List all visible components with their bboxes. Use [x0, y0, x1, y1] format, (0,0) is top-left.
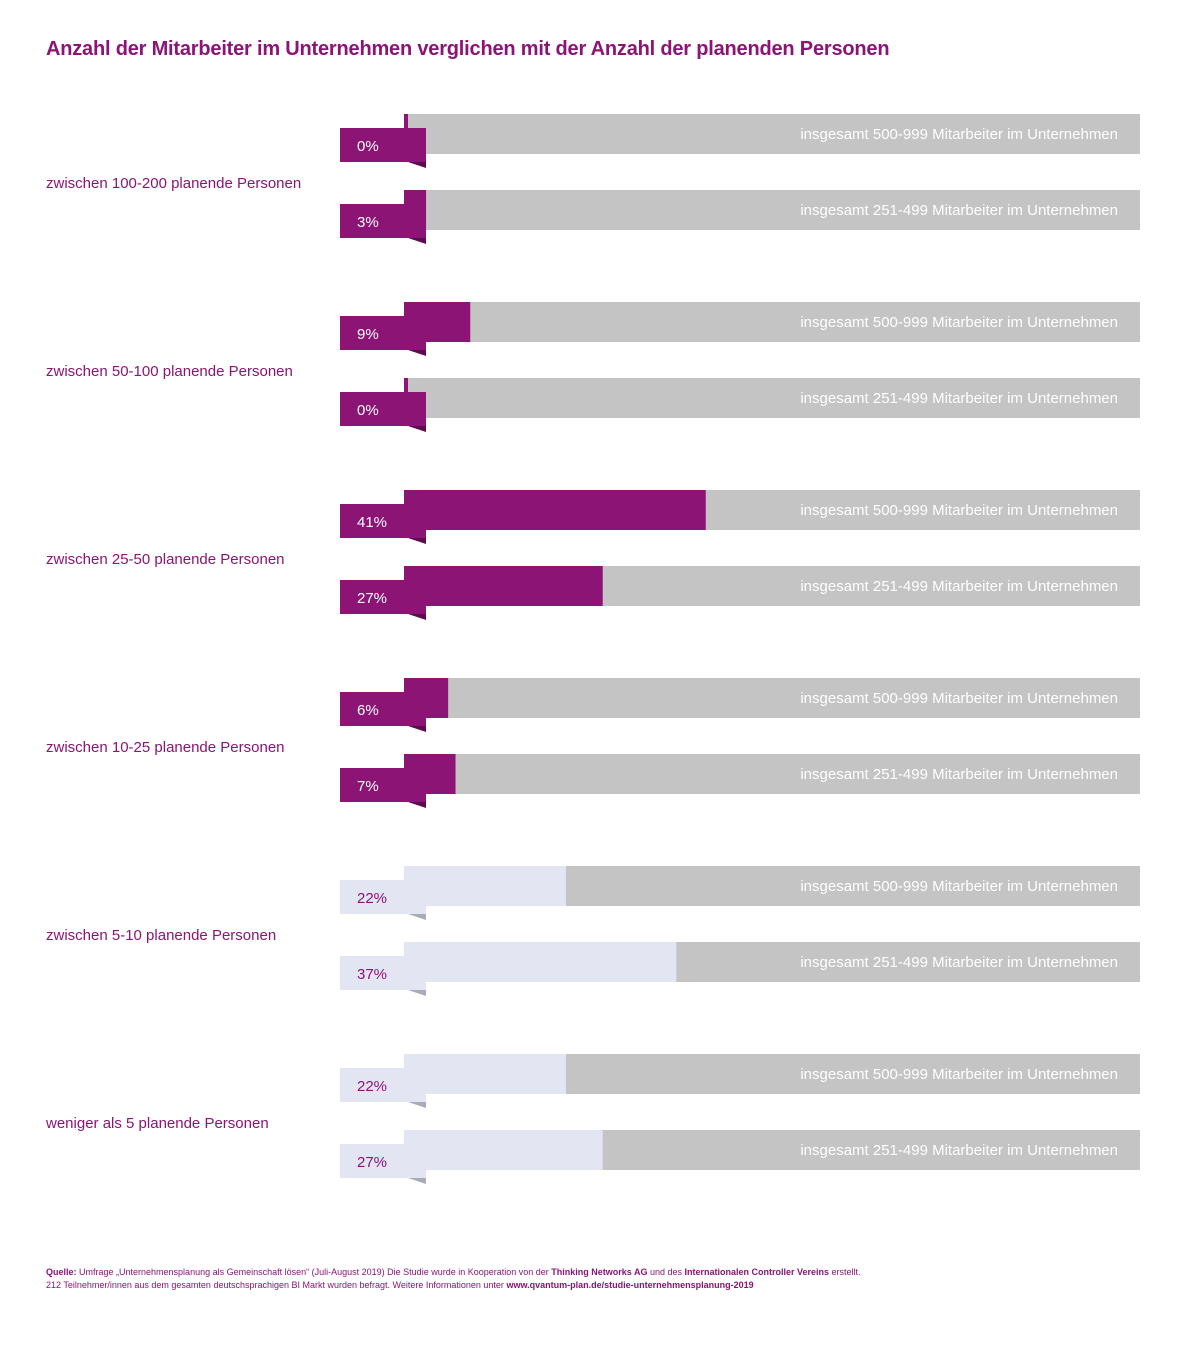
value-tab — [340, 880, 426, 914]
group-label: zwischen 5-10 planende Personen — [46, 927, 276, 944]
group-label: zwischen 100-200 planende Personen — [46, 175, 301, 192]
series-label: insgesamt 500-999 Mitarbeiter im Unterne… — [800, 878, 1118, 895]
chart-title: Anzahl der Mitarbeiter im Unternehmen ve… — [46, 38, 890, 60]
bar-track — [404, 754, 1140, 794]
tab-fold — [408, 1102, 426, 1108]
group-label: zwischen 50-100 planende Personen — [46, 363, 293, 380]
bar-track — [404, 114, 1140, 154]
bar-value — [404, 866, 566, 906]
series-label: insgesamt 500-999 Mitarbeiter im Unterne… — [800, 502, 1118, 519]
value-tab — [340, 1068, 426, 1102]
footer-line-1: Quelle: Umfrage „Unternehmensplanung als… — [46, 1266, 861, 1279]
value-label: 27% — [357, 1154, 387, 1171]
series-label: insgesamt 251-499 Mitarbeiter im Unterne… — [800, 766, 1118, 783]
bar-track — [404, 302, 1140, 342]
bar-value — [404, 1130, 603, 1170]
value-label: 0% — [357, 402, 379, 419]
tab-fold — [408, 914, 426, 920]
value-label: 0% — [357, 138, 379, 155]
value-tab — [340, 768, 426, 802]
value-tab — [340, 580, 426, 614]
bar-track — [404, 378, 1140, 418]
footer-text-2: und des — [647, 1267, 685, 1277]
tab-fold — [408, 238, 426, 244]
series-label: insgesamt 251-499 Mitarbeiter im Unterne… — [800, 954, 1118, 971]
series-label: insgesamt 251-499 Mitarbeiter im Unterne… — [800, 390, 1118, 407]
tab-fold — [408, 162, 426, 168]
series-label: insgesamt 251-499 Mitarbeiter im Unterne… — [800, 578, 1118, 595]
footer-org-2: Internationalen Controller Vereins — [684, 1267, 830, 1277]
tab-fold — [408, 1178, 426, 1184]
tab-fold — [408, 538, 426, 544]
value-tab — [340, 316, 426, 350]
footer-text-1: Umfrage „Unternehmensplanung als Gemeins… — [76, 1267, 552, 1277]
bar-track — [404, 190, 1140, 230]
series-label: insgesamt 500-999 Mitarbeiter im Unterne… — [800, 314, 1118, 331]
bar-value — [404, 566, 603, 606]
value-tab — [340, 956, 426, 990]
footer-text-3: erstellt. — [829, 1267, 861, 1277]
group-label: zwischen 25-50 planende Personen — [46, 551, 285, 568]
bar-chart: zwischen 100-200 planende Personen 0% insg… — [45, 114, 1140, 1184]
value-tab — [340, 128, 426, 162]
footer-org-1: Thinking Networks AG — [551, 1267, 648, 1277]
group-label: zwischen 10-25 planende Personen — [46, 739, 285, 756]
value-label: 7% — [357, 778, 379, 795]
footer-url-link[interactable]: www.qvantum-plan.de/studie-unternehmensp… — [506, 1280, 754, 1290]
value-tab — [340, 204, 426, 238]
bar-value — [404, 942, 677, 982]
tab-fold — [408, 350, 426, 356]
series-label: insgesamt 500-999 Mitarbeiter im Unterne… — [800, 690, 1118, 707]
value-tab — [340, 392, 426, 426]
series-label: insgesamt 500-999 Mitarbeiter im Unterne… — [800, 1066, 1118, 1083]
value-tab — [340, 692, 426, 726]
value-label: 9% — [357, 326, 379, 343]
footer-text-4: 212 Teilnehmer/innen aus dem gesamten de… — [46, 1280, 507, 1290]
tab-fold — [408, 802, 426, 808]
value-label: 27% — [357, 590, 387, 607]
tab-fold — [408, 426, 426, 432]
value-label: 22% — [357, 1078, 387, 1095]
value-tab — [340, 1144, 426, 1178]
value-label: 37% — [357, 966, 387, 983]
series-label: insgesamt 500-999 Mitarbeiter im Unterne… — [800, 126, 1118, 143]
series-label: insgesamt 251-499 Mitarbeiter im Unterne… — [800, 202, 1118, 219]
value-label: 22% — [357, 890, 387, 907]
bar-track — [404, 678, 1140, 718]
tab-fold — [408, 726, 426, 732]
group-label: weniger als 5 planende Personen — [45, 1115, 269, 1132]
value-label: 3% — [357, 214, 379, 231]
bar-value — [404, 1054, 566, 1094]
tab-fold — [408, 614, 426, 620]
footer-source-label: Quelle: — [46, 1267, 77, 1277]
value-label: 6% — [357, 702, 379, 719]
tab-fold — [408, 990, 426, 996]
footer-line-2: 212 Teilnehmer/innen aus dem gesamten de… — [46, 1279, 861, 1292]
bar-value — [404, 490, 706, 530]
value-label: 41% — [357, 514, 387, 531]
value-tab — [340, 504, 426, 538]
footer-source: Quelle: Umfrage „Unternehmensplanung als… — [46, 1266, 861, 1292]
series-label: insgesamt 251-499 Mitarbeiter im Unterne… — [800, 1142, 1118, 1159]
